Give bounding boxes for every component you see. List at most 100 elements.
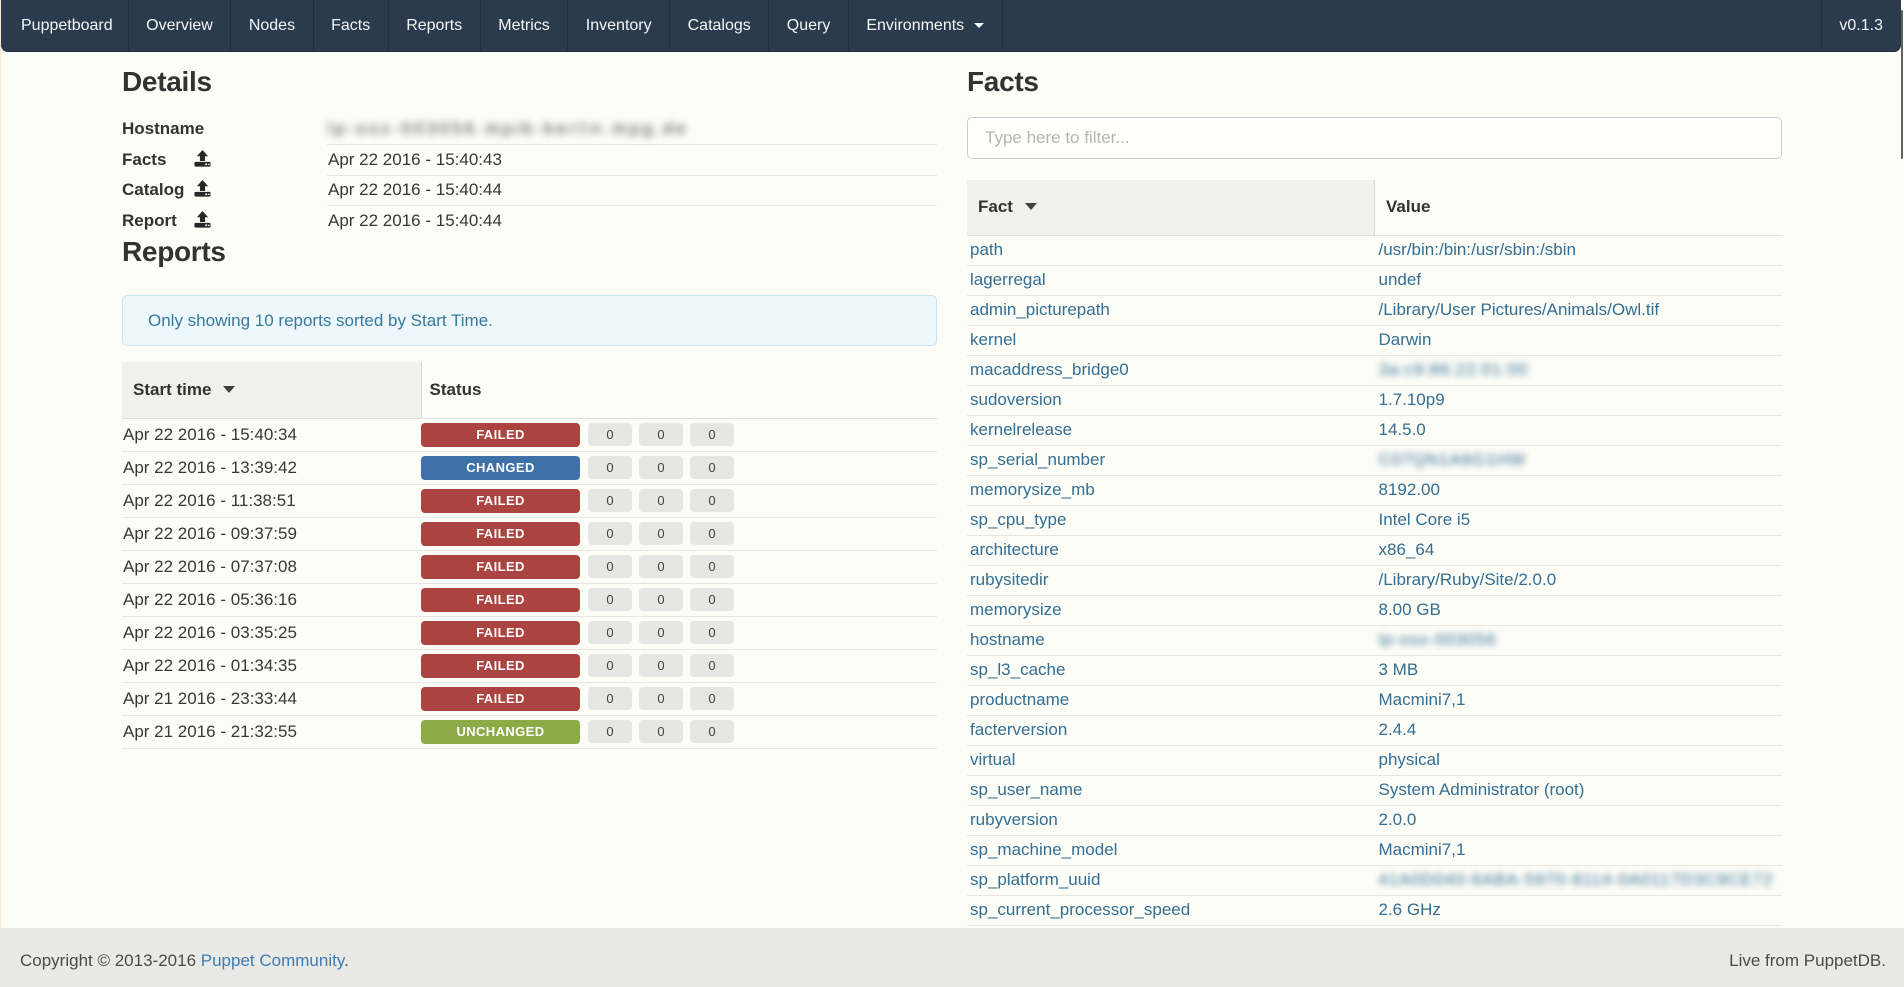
fact-name-link[interactable]: path bbox=[970, 240, 1004, 259]
report-status-badge[interactable]: FAILED bbox=[421, 587, 580, 612]
fact-name-link[interactable]: sp_user_name bbox=[970, 780, 1083, 799]
fact-name-link[interactable]: productname bbox=[970, 690, 1070, 709]
fact-value-link[interactable]: /usr/bin:/bin:/usr/sbin:/sbin bbox=[1378, 240, 1576, 259]
fact-value-link[interactable]: C07QN1A6G1HW bbox=[1378, 450, 1527, 469]
fact-value-link[interactable]: Intel Core i5 bbox=[1378, 510, 1471, 529]
navbar-item[interactable]: Inventory bbox=[567, 0, 669, 51]
report-count-button[interactable]: 0 bbox=[639, 456, 683, 479]
report-count-button[interactable]: 0 bbox=[639, 720, 683, 743]
report-status-badge[interactable]: FAILED bbox=[421, 488, 580, 513]
facts-column-value[interactable]: Value bbox=[1374, 180, 1782, 236]
fact-value-link[interactable]: lp-osx-003056 bbox=[1378, 630, 1497, 649]
report-count-button[interactable]: 0 bbox=[690, 588, 734, 611]
navbar-item[interactable]: Nodes bbox=[230, 0, 312, 51]
navbar-item[interactable]: Environments bbox=[847, 0, 1003, 51]
fact-value-link[interactable]: 41A0D040-6ABA-5970-8114-0A0117D3C9CE72 bbox=[1378, 870, 1774, 889]
fact-name-link[interactable]: sudoversion bbox=[970, 390, 1062, 409]
fact-name-link[interactable]: sp_l3_cache bbox=[970, 660, 1066, 679]
report-count-button[interactable]: 0 bbox=[588, 588, 632, 611]
report-count-button[interactable]: 0 bbox=[639, 687, 683, 710]
report-count-button[interactable]: 0 bbox=[639, 588, 683, 611]
fact-value-link[interactable]: physical bbox=[1378, 750, 1440, 769]
report-count-button[interactable]: 0 bbox=[588, 456, 632, 479]
report-count-button[interactable]: 0 bbox=[588, 654, 632, 677]
navbar-item[interactable]: Metrics bbox=[479, 0, 568, 51]
fact-value-link[interactable]: Darwin bbox=[1378, 330, 1432, 349]
report-count-button[interactable]: 0 bbox=[588, 621, 632, 644]
fact-name-link[interactable]: rubyversion bbox=[970, 810, 1058, 829]
report-count-button[interactable]: 0 bbox=[639, 423, 683, 446]
upload-icon[interactable] bbox=[194, 210, 211, 228]
fact-value-link[interactable]: System Administrator (root) bbox=[1378, 780, 1585, 799]
report-count-button[interactable]: 0 bbox=[690, 555, 734, 578]
fact-value-link[interactable]: Macmini7,1 bbox=[1378, 840, 1466, 859]
report-status-badge[interactable]: FAILED bbox=[421, 521, 580, 546]
upload-icon[interactable] bbox=[194, 149, 211, 167]
fact-name-link[interactable]: memorysize_mb bbox=[970, 480, 1095, 499]
report-count-button[interactable]: 0 bbox=[639, 555, 683, 578]
report-count-button[interactable]: 0 bbox=[588, 687, 632, 710]
report-count-button[interactable]: 0 bbox=[690, 654, 734, 677]
fact-name-link[interactable]: sp_cpu_type bbox=[970, 510, 1067, 529]
report-count-button[interactable]: 0 bbox=[588, 489, 632, 512]
upload-icon[interactable] bbox=[194, 180, 211, 197]
report-count-button[interactable]: 0 bbox=[639, 489, 683, 512]
fact-value-link[interactable]: 3a:c9:86:22:01:00 bbox=[1378, 360, 1529, 379]
report-count-button[interactable]: 0 bbox=[690, 687, 734, 710]
fact-value-link[interactable]: 8.00 GB bbox=[1378, 600, 1441, 619]
fact-name-link[interactable]: admin_picturepath bbox=[970, 300, 1110, 319]
fact-name-link[interactable]: hostname bbox=[970, 630, 1045, 649]
report-count-button[interactable]: 0 bbox=[588, 522, 632, 545]
navbar-item[interactable]: Reports bbox=[387, 0, 480, 51]
fact-value-link[interactable]: Macmini7,1 bbox=[1378, 690, 1466, 709]
fact-value-link[interactable]: 2.6 GHz bbox=[1378, 900, 1441, 919]
report-status-badge[interactable]: FAILED bbox=[421, 686, 580, 711]
scrollbar-thumb[interactable] bbox=[1900, 10, 1903, 159]
fact-name-link[interactable]: kernelrelease bbox=[970, 420, 1073, 439]
fact-name-link[interactable]: sp_current_processor_speed bbox=[970, 900, 1191, 919]
report-count-button[interactable]: 0 bbox=[690, 489, 734, 512]
fact-name-link[interactable]: sp_platform_uuid bbox=[970, 870, 1101, 889]
fact-name-link[interactable]: lagerregal bbox=[970, 270, 1046, 289]
reports-column-start-time[interactable]: Start time bbox=[122, 362, 422, 419]
report-status-badge[interactable]: CHANGED bbox=[421, 455, 580, 480]
fact-value-link[interactable]: 14.5.0 bbox=[1378, 420, 1426, 439]
report-count-button[interactable]: 0 bbox=[690, 720, 734, 743]
fact-name-link[interactable]: kernel bbox=[970, 330, 1017, 349]
fact-value-link[interactable]: 2.0.0 bbox=[1378, 810, 1417, 829]
facts-filter-input[interactable] bbox=[967, 117, 1782, 159]
navbar-brand[interactable]: Puppetboard bbox=[21, 16, 113, 34]
fact-value-link[interactable]: x86_64 bbox=[1378, 540, 1435, 559]
report-count-button[interactable]: 0 bbox=[588, 555, 632, 578]
fact-name-link[interactable]: virtual bbox=[970, 750, 1016, 769]
navbar-item[interactable]: Overview bbox=[127, 0, 231, 51]
navbar-item[interactable]: Query bbox=[768, 0, 848, 51]
report-status-badge[interactable]: UNCHANGED bbox=[421, 719, 580, 744]
report-status-badge[interactable]: FAILED bbox=[421, 653, 580, 678]
fact-name-link[interactable]: sp_serial_number bbox=[970, 450, 1106, 469]
navbar-item[interactable]: Catalogs bbox=[669, 0, 768, 51]
fact-name-link[interactable]: sp_machine_model bbox=[970, 840, 1118, 859]
fact-value-link[interactable]: 1.7.10p9 bbox=[1378, 390, 1445, 409]
navbar-item[interactable]: Facts bbox=[312, 0, 388, 51]
report-status-badge[interactable]: FAILED bbox=[421, 554, 580, 579]
footer-puppet-community-link[interactable]: Puppet Community bbox=[200, 950, 345, 970]
reports-column-status[interactable]: Status bbox=[421, 362, 741, 419]
fact-name-link[interactable]: memorysize bbox=[970, 600, 1062, 619]
report-status-badge[interactable]: FAILED bbox=[421, 620, 580, 645]
report-count-button[interactable]: 0 bbox=[690, 522, 734, 545]
facts-column-fact[interactable]: Fact bbox=[967, 180, 1375, 236]
report-count-button[interactable]: 0 bbox=[588, 423, 632, 446]
report-count-button[interactable]: 0 bbox=[690, 621, 734, 644]
fact-name-link[interactable]: facterversion bbox=[970, 720, 1068, 739]
report-count-button[interactable]: 0 bbox=[690, 423, 734, 446]
report-count-button[interactable]: 0 bbox=[690, 456, 734, 479]
fact-name-link[interactable]: macaddress_bridge0 bbox=[970, 360, 1129, 379]
fact-value-link[interactable]: 3 MB bbox=[1378, 660, 1419, 679]
fact-value-link[interactable]: 2.4.4 bbox=[1378, 720, 1417, 739]
fact-value-link[interactable]: undef bbox=[1378, 270, 1422, 289]
fact-value-link[interactable]: /Library/Ruby/Site/2.0.0 bbox=[1378, 570, 1557, 589]
fact-value-link[interactable]: /Library/User Pictures/Animals/Owl.tif bbox=[1378, 300, 1660, 319]
fact-name-link[interactable]: architecture bbox=[970, 540, 1059, 559]
report-status-badge[interactable]: FAILED bbox=[421, 422, 580, 447]
